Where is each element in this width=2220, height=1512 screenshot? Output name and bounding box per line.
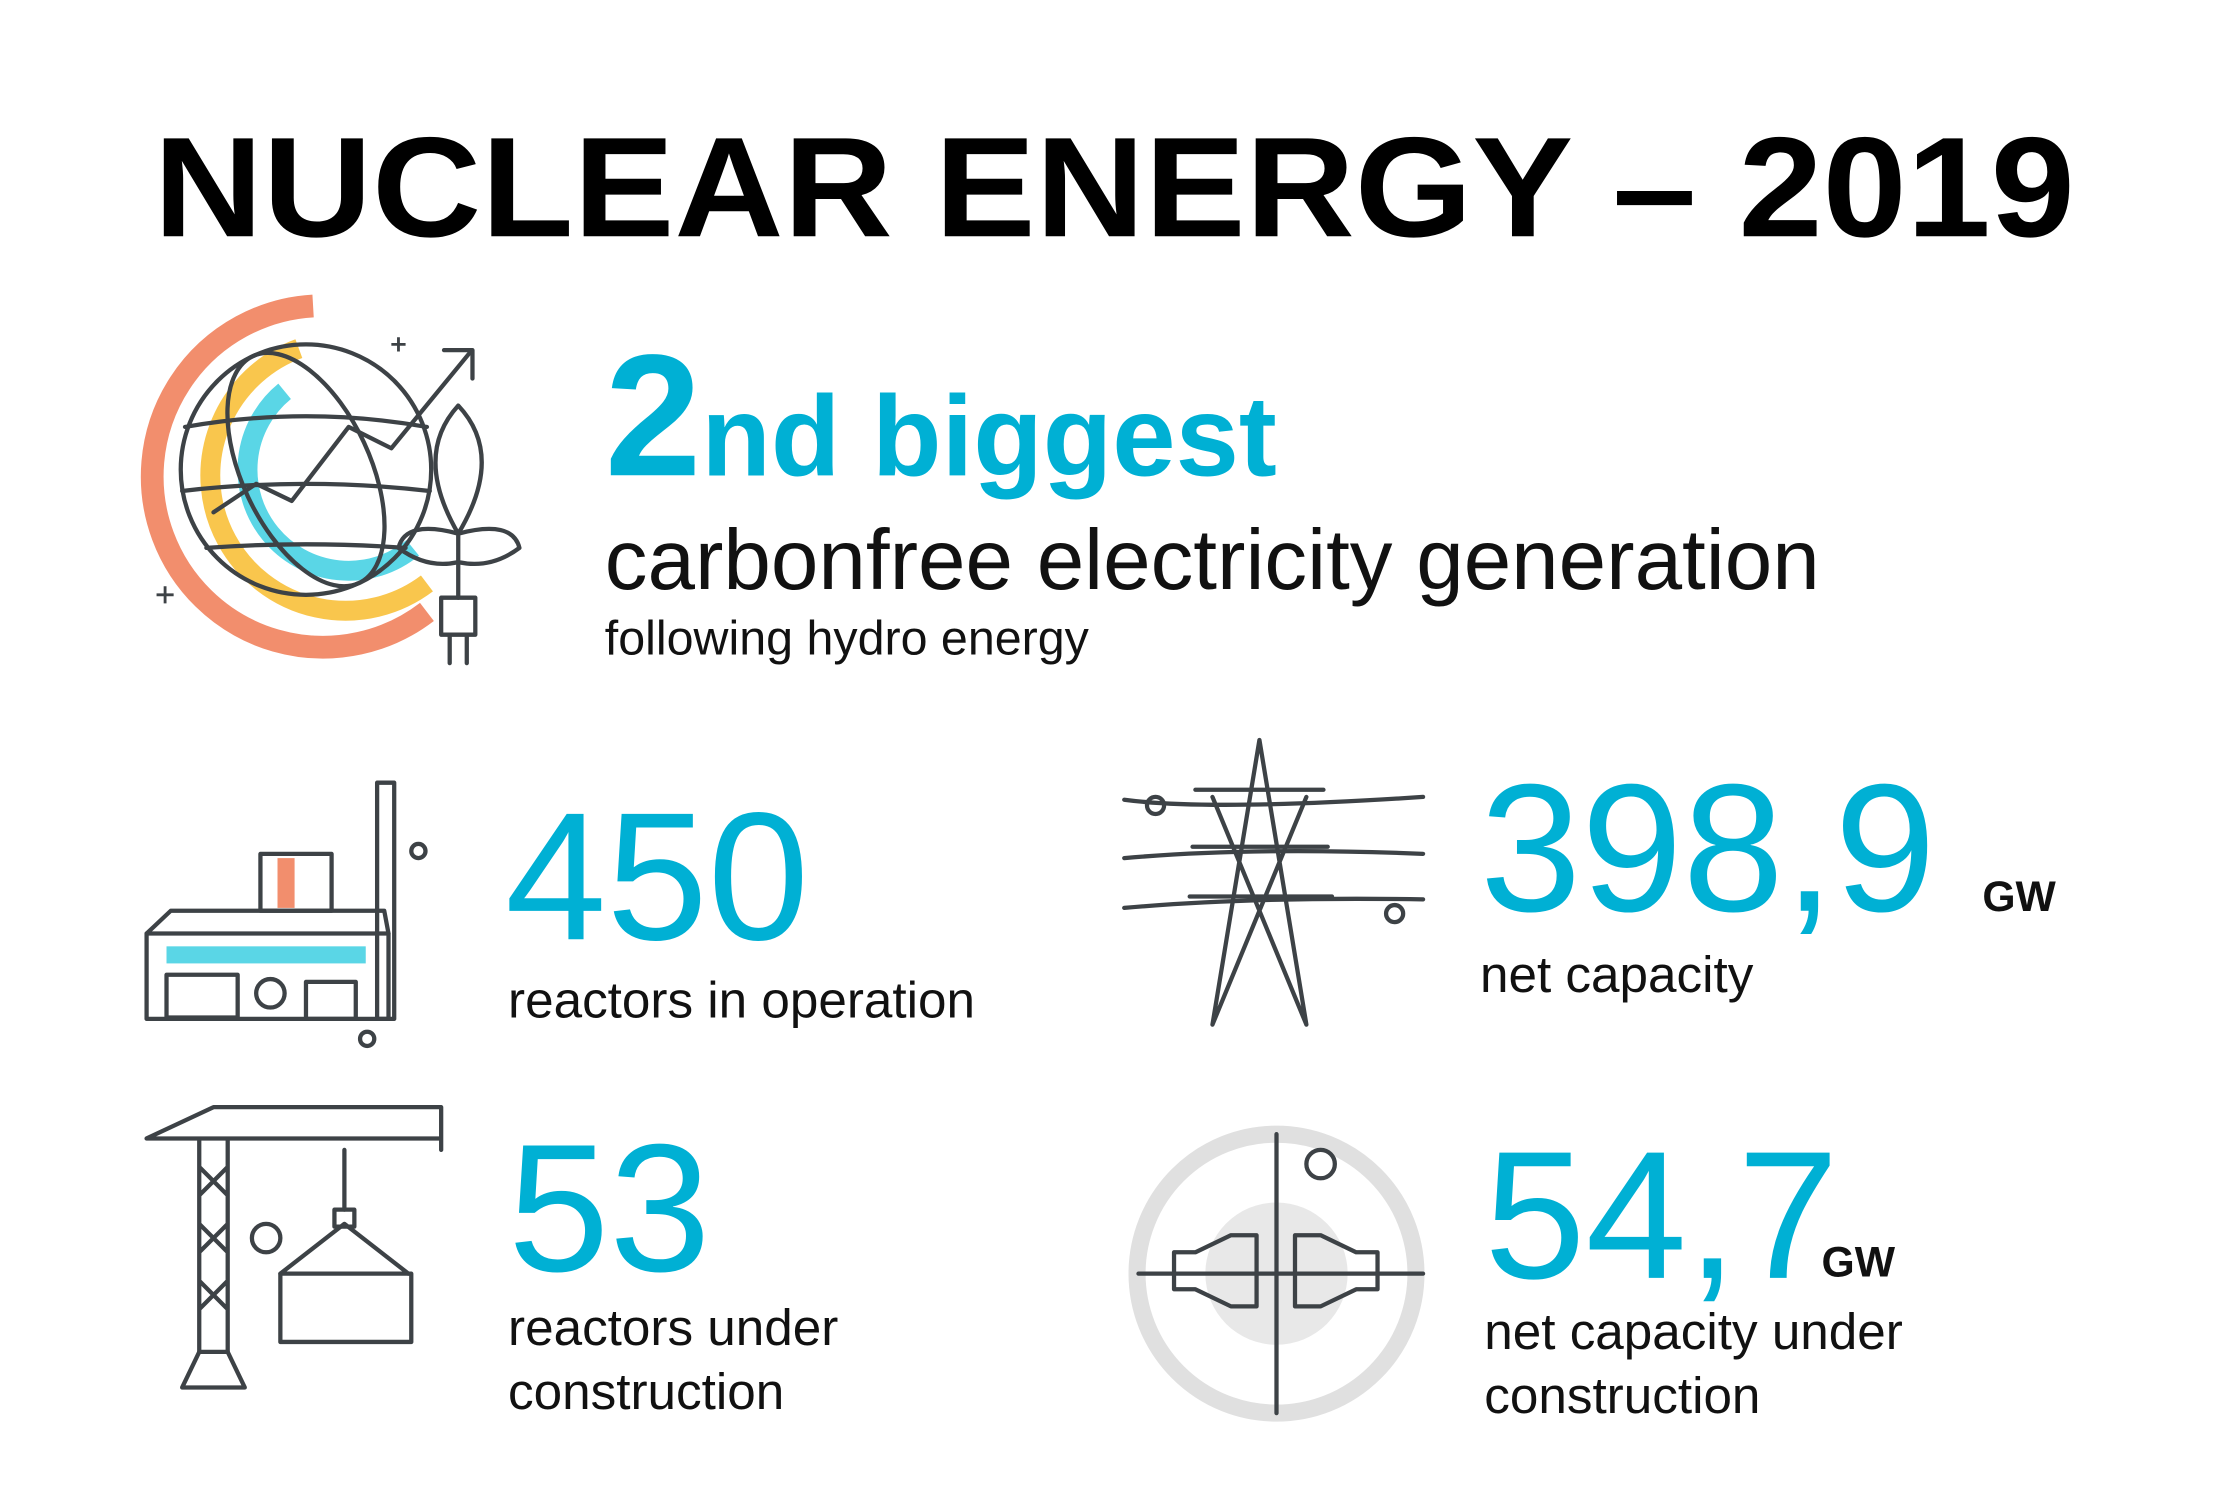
- icon-shape: [441, 347, 475, 381]
- stat-label: net capacity under: [1484, 1303, 1903, 1360]
- highlight-rank: 2nd biggest: [605, 318, 1277, 512]
- stat-label: net capacity: [1480, 946, 1754, 1003]
- rank-number: 2: [605, 318, 702, 512]
- icon-shape: [1144, 794, 1167, 817]
- icon-shape: [178, 342, 434, 597]
- pylon-icon: [1122, 737, 1426, 1027]
- stat-label: reactors under: [508, 1299, 838, 1356]
- icon-shape: [1171, 1233, 1259, 1309]
- icon-shape: [166, 946, 366, 964]
- icon-shape: [332, 1207, 357, 1229]
- icon-shape: [200, 339, 433, 621]
- icon-shape: [140, 294, 434, 659]
- crane-icon: [144, 1105, 444, 1390]
- icon-shape: [258, 851, 334, 913]
- icon-shape: [278, 1271, 414, 1345]
- icon-shape: [447, 559, 469, 666]
- icon-shape: [254, 976, 287, 1010]
- title: NUCLEAR ENERGY – 2019: [154, 108, 2075, 267]
- icon-shape: [156, 337, 406, 604]
- stat-value: 53: [508, 1106, 711, 1310]
- stat-value: 398,9: [1480, 746, 1936, 950]
- icon-shape: [1187, 737, 1335, 1027]
- icon-shape: [1304, 1147, 1337, 1181]
- icon-shape: [357, 1029, 377, 1049]
- note: following hydro energy: [605, 612, 1090, 666]
- icon-shape: [144, 931, 391, 1022]
- icon-shape: [396, 526, 522, 566]
- icon-shape: [164, 972, 240, 1020]
- icon-shape: [303, 979, 358, 1022]
- icon-shape: [374, 780, 397, 1022]
- stat-unit: GW: [1822, 1238, 1896, 1286]
- globe-icon: [140, 294, 522, 666]
- icon-shape: [1383, 902, 1406, 925]
- icon-shape: [1292, 1233, 1380, 1309]
- stat-value: 450: [505, 774, 809, 978]
- stat-label: reactors in operation: [508, 971, 975, 1028]
- headline: carbonfree electricity generation: [605, 513, 1820, 608]
- rank-suffix: nd biggest: [701, 373, 1276, 500]
- icon-shape: [409, 841, 428, 861]
- icon-shape: [225, 350, 387, 589]
- icon-shape: [144, 1105, 444, 1355]
- factory-icon: [144, 780, 428, 1049]
- stat-unit: GW: [1982, 873, 2056, 921]
- stat-label: construction: [1484, 1367, 1760, 1424]
- stat-value: 54,7: [1484, 1113, 1839, 1317]
- icon-shape: [277, 858, 295, 908]
- icon-shape: [278, 1147, 411, 1276]
- stat-label: construction: [508, 1363, 784, 1420]
- icon-shape: [211, 350, 472, 515]
- icon-shape: [180, 1349, 247, 1390]
- plug-icon: [1128, 1125, 1426, 1422]
- icon-shape: [249, 1221, 283, 1255]
